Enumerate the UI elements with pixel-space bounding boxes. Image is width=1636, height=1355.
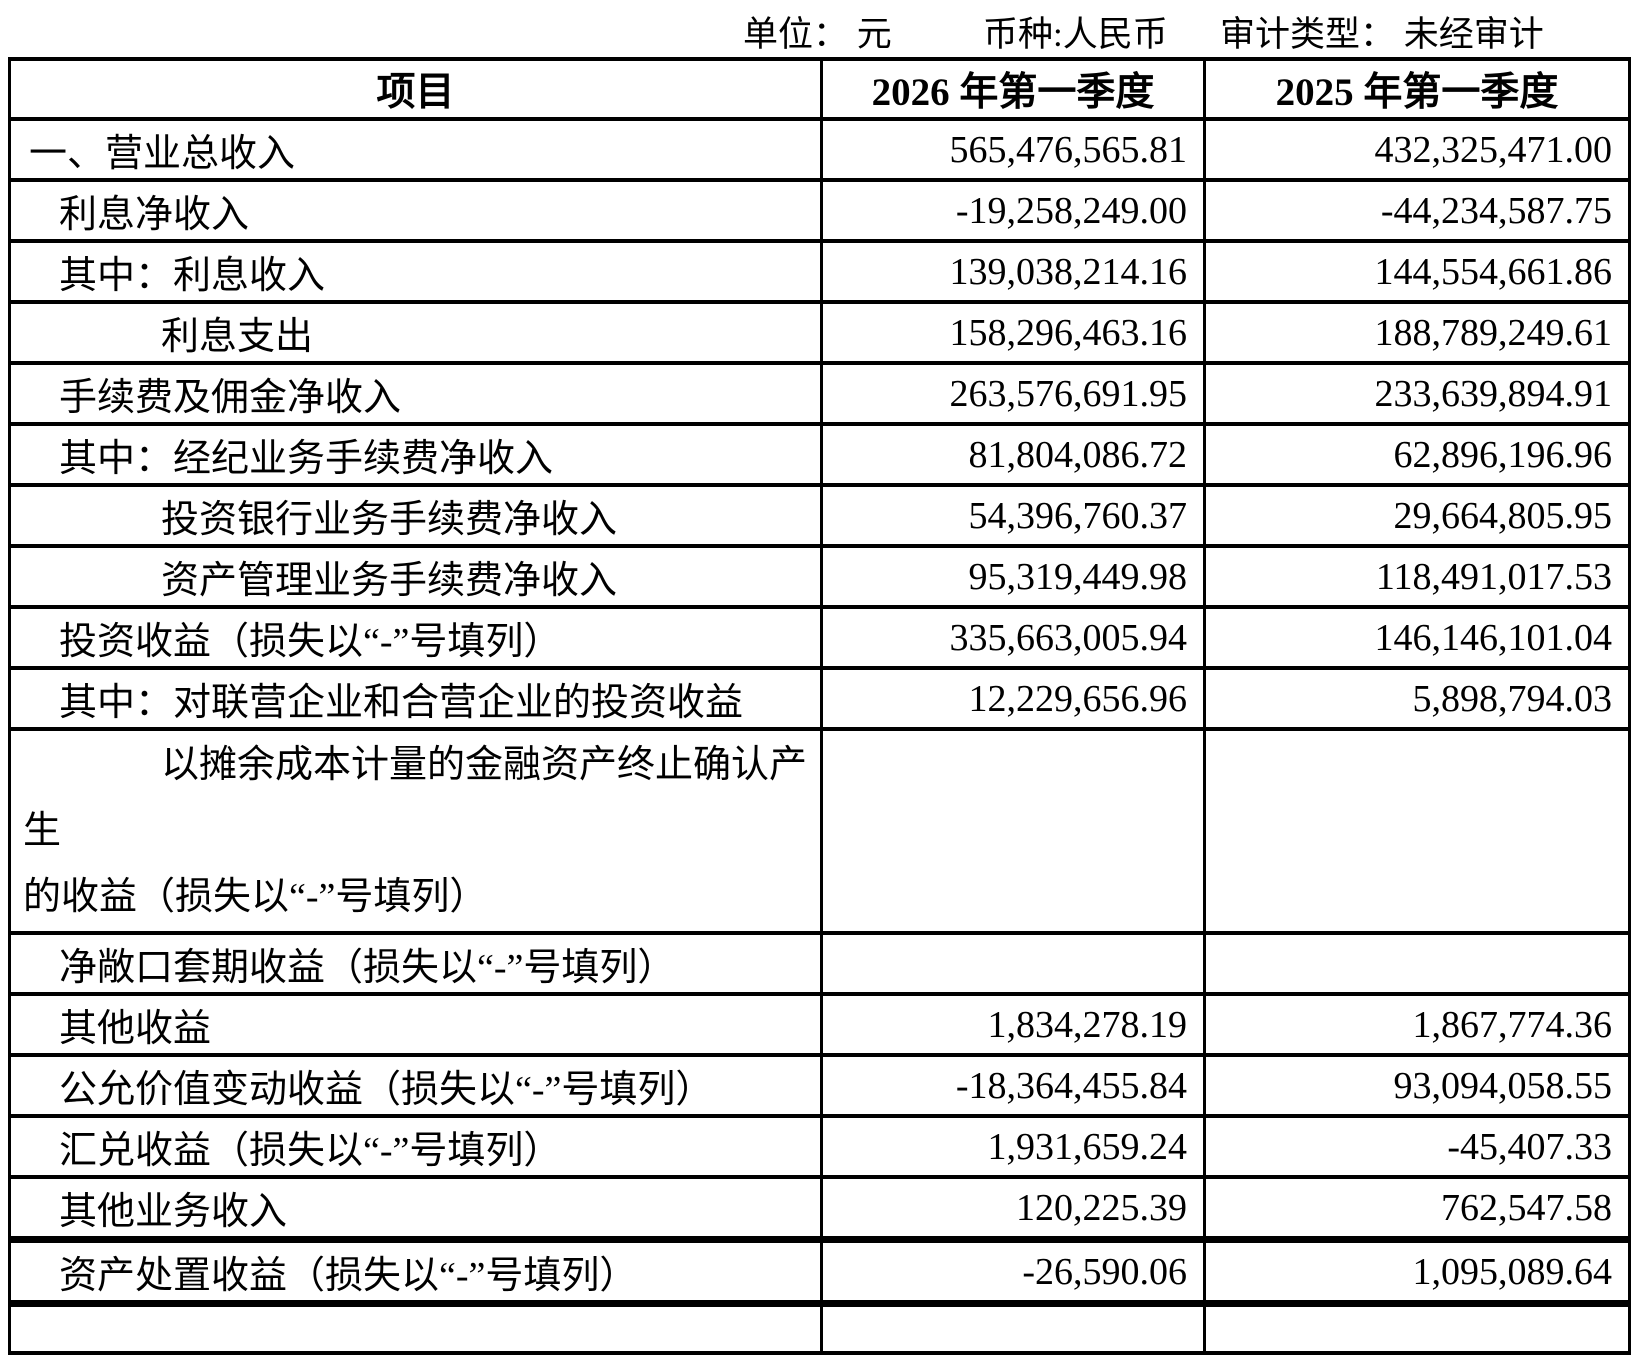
value-2026-q1: -18,364,455.84 — [820, 1053, 1206, 1118]
row-label — [8, 1302, 823, 1355]
table-row: 公允价值变动收益（损失以“-”号填列） -18,364,455.84 93,094,… — [8, 1053, 1631, 1118]
row-label: 手续费及佣金净收入 — [8, 361, 823, 426]
value-2025-q1: 762,547.58 — [1203, 1175, 1631, 1243]
income-statement-table: 项目 2026 年第一季度 2025 年第一季度 一、营业总收入 565,476,… — [8, 57, 1631, 1355]
row-label: 其他业务收入 — [8, 1175, 823, 1243]
unit-label: 单位： 元 — [743, 15, 892, 54]
value-2026-q1: 12,229,656.96 — [820, 666, 1206, 731]
row-label: 其中：经纪业务手续费净收入 — [8, 422, 823, 487]
table-row: 投资银行业务手续费净收入 54,396,760.37 29,664,805.95 — [8, 483, 1631, 548]
value-2025-q1: 5,898,794.03 — [1203, 666, 1631, 731]
value-2025-q1 — [1203, 931, 1631, 996]
row-label: 资产管理业务手续费净收入 — [8, 544, 823, 609]
table-row: 投资收益（损失以“-”号填列） 335,663,005.94 146,146,101… — [8, 605, 1631, 670]
table-row: 净敞口套期收益（损失以“-”号填列） — [8, 931, 1631, 996]
col-header-2026-q1: 2026 年第一季度 — [820, 57, 1206, 121]
row-label: 资产处置收益（损失以“-”号填列） — [8, 1238, 823, 1307]
value-2025-q1: 188,789,249.61 — [1203, 300, 1631, 365]
table-row: 资产管理业务手续费净收入 95,319,449.98 118,491,017.53 — [8, 544, 1631, 609]
value-2025-q1: -44,234,587.75 — [1203, 178, 1631, 243]
row-label: 投资收益（损失以“-”号填列） — [8, 605, 823, 670]
table-row — [8, 1302, 1631, 1355]
row-label: 其中：对联营企业和合营企业的投资收益 — [8, 666, 823, 731]
row-label: 投资银行业务手续费净收入 — [8, 483, 823, 548]
table-row: 汇兑收益（损失以“-”号填列） 1,931,659.24 -45,407.33 — [8, 1114, 1631, 1179]
table-row: 其中：对联营企业和合营企业的投资收益 12,229,656.96 5,898,794… — [8, 666, 1631, 731]
value-2025-q1 — [1203, 1302, 1631, 1355]
value-2026-q1: 81,804,086.72 — [820, 422, 1206, 487]
row-label: 其他收益 — [8, 992, 823, 1057]
value-2026-q1: 565,476,565.81 — [820, 117, 1206, 182]
value-2026-q1 — [820, 727, 1206, 935]
row-label: 其中：利息收入 — [8, 239, 823, 304]
value-2026-q1: 158,296,463.16 — [820, 300, 1206, 365]
value-2026-q1: 1,834,278.19 — [820, 992, 1206, 1057]
row-label: 公允价值变动收益（损失以“-”号填列） — [8, 1053, 823, 1118]
value-2025-q1: 1,867,774.36 — [1203, 992, 1631, 1057]
table-row: 其中：经纪业务手续费净收入 81,804,086.72 62,896,196.96 — [8, 422, 1631, 487]
row-label: 净敞口套期收益（损失以“-”号填列） — [8, 931, 823, 996]
table-caption: 单位： 元 币种:人民币 审计类型： 未经审计 — [0, 0, 1636, 57]
value-2025-q1: 233,639,894.91 — [1203, 361, 1631, 426]
table-row: 以摊余成本计量的金融资产终止确认产生 的收益（损失以“-”号填列） — [8, 727, 1631, 935]
value-2025-q1: 93,094,058.55 — [1203, 1053, 1631, 1118]
table-row: 手续费及佣金净收入 263,576,691.95 233,639,894.91 — [8, 361, 1631, 426]
row-label: 汇兑收益（损失以“-”号填列） — [8, 1114, 823, 1179]
value-2025-q1: 1,095,089.64 — [1203, 1238, 1631, 1307]
value-2026-q1: 95,319,449.98 — [820, 544, 1206, 609]
value-2026-q1 — [820, 1302, 1206, 1355]
value-2025-q1: 432,325,471.00 — [1203, 117, 1631, 182]
row-label: 利息净收入 — [8, 178, 823, 243]
table-body: 一、营业总收入 565,476,565.81 432,325,471.00 利息净收入… — [8, 117, 1631, 1355]
row-label: 利息支出 — [8, 300, 823, 365]
value-2026-q1: 120,225.39 — [820, 1175, 1206, 1243]
value-2026-q1: -26,590.06 — [820, 1238, 1206, 1307]
value-2026-q1: 1,931,659.24 — [820, 1114, 1206, 1179]
value-2025-q1: 146,146,101.04 — [1203, 605, 1631, 670]
value-2025-q1: 29,664,805.95 — [1203, 483, 1631, 548]
value-2025-q1: -45,407.33 — [1203, 1114, 1631, 1179]
value-2026-q1: 139,038,214.16 — [820, 239, 1206, 304]
currency-label: 币种:人民币 — [983, 15, 1168, 54]
col-header-item: 项目 — [8, 57, 823, 121]
table-row: 其中：利息收入 139,038,214.16 144,554,661.86 — [8, 239, 1631, 304]
row-label: 以摊余成本计量的金融资产终止确认产生 的收益（损失以“-”号填列） — [8, 727, 823, 935]
audit-type-label: 审计类型： 未经审计 — [1220, 15, 1544, 54]
value-2026-q1: 263,576,691.95 — [820, 361, 1206, 426]
header-row: 项目 2026 年第一季度 2025 年第一季度 — [8, 57, 1631, 121]
value-2026-q1: 54,396,760.37 — [820, 483, 1206, 548]
value-2026-q1: 335,663,005.94 — [820, 605, 1206, 670]
value-2025-q1: 62,896,196.96 — [1203, 422, 1631, 487]
value-2025-q1 — [1203, 727, 1631, 935]
value-2026-q1 — [820, 931, 1206, 996]
table-row: 其他业务收入 120,225.39 762,547.58 — [8, 1175, 1631, 1243]
table-row: 资产处置收益（损失以“-”号填列） -26,590.06 1,095,089.64 — [8, 1238, 1631, 1307]
table-row: 利息净收入 -19,258,249.00 -44,234,587.75 — [8, 178, 1631, 243]
value-2025-q1: 144,554,661.86 — [1203, 239, 1631, 304]
value-2026-q1: -19,258,249.00 — [820, 178, 1206, 243]
table-row: 一、营业总收入 565,476,565.81 432,325,471.00 — [8, 117, 1631, 182]
col-header-2025-q1: 2025 年第一季度 — [1203, 57, 1631, 121]
table-row: 利息支出 158,296,463.16 188,789,249.61 — [8, 300, 1631, 365]
table-row: 其他收益 1,834,278.19 1,867,774.36 — [8, 992, 1631, 1057]
row-label: 一、营业总收入 — [8, 117, 823, 182]
value-2025-q1: 118,491,017.53 — [1203, 544, 1631, 609]
